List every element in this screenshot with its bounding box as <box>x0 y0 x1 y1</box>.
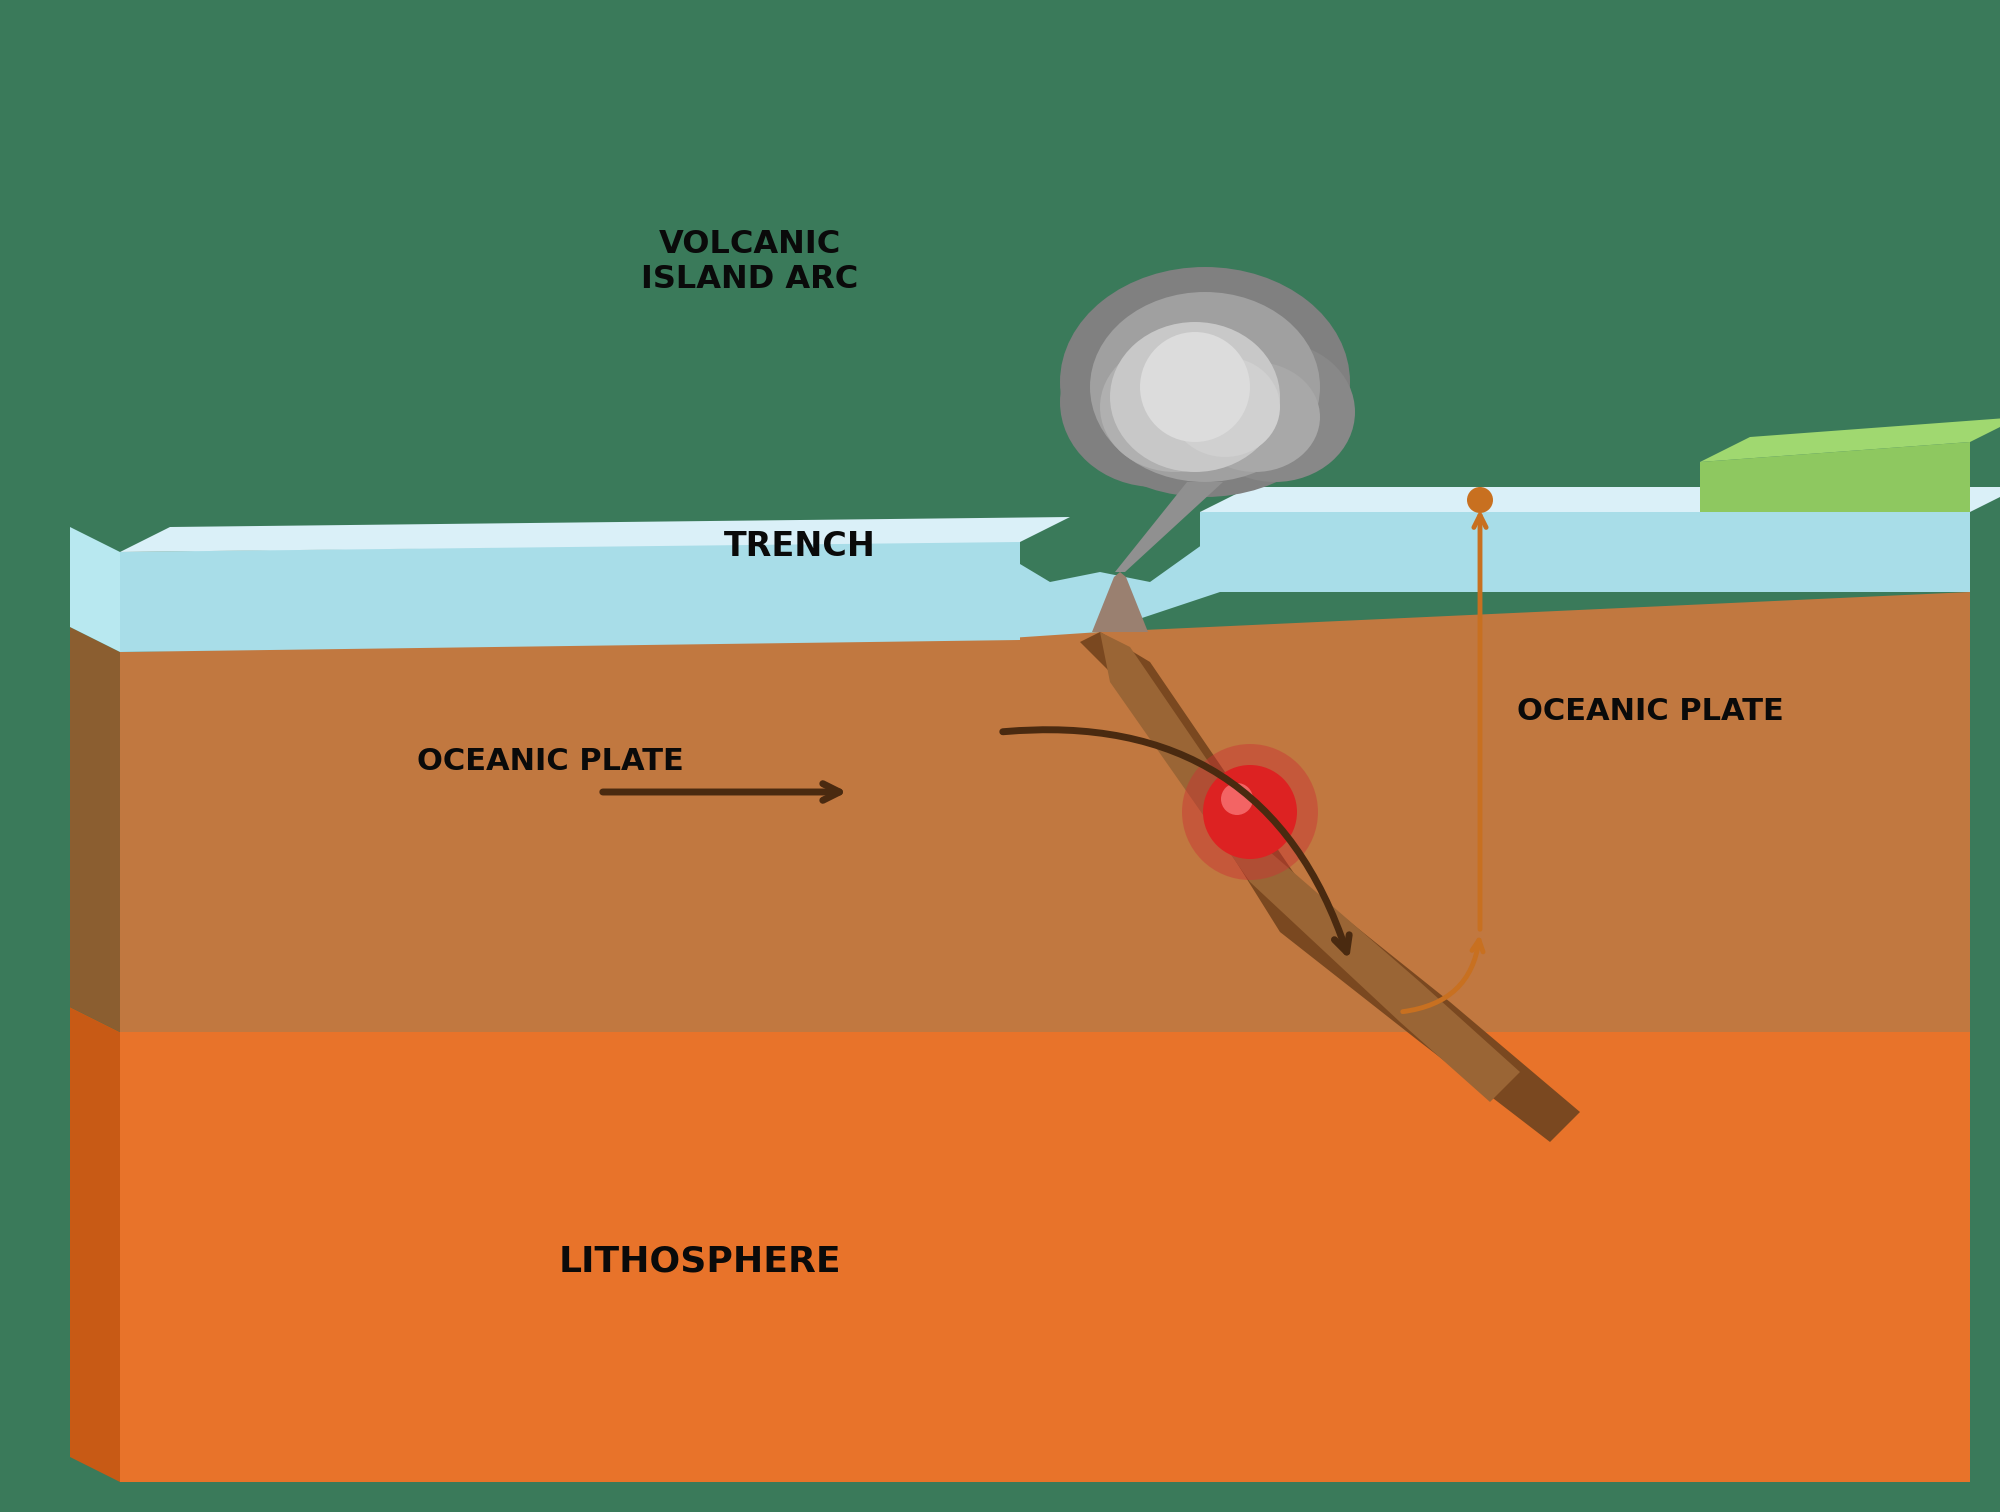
Circle shape <box>1220 783 1252 815</box>
Polygon shape <box>70 627 120 1033</box>
Polygon shape <box>1092 572 1148 632</box>
Ellipse shape <box>1170 357 1280 457</box>
Ellipse shape <box>1060 268 1350 497</box>
Polygon shape <box>120 1033 1970 1482</box>
Text: OCEANIC PLATE: OCEANIC PLATE <box>1516 697 1784 726</box>
Polygon shape <box>980 532 1220 640</box>
Polygon shape <box>1100 632 1520 1102</box>
Polygon shape <box>1200 513 1970 593</box>
Ellipse shape <box>1190 361 1320 472</box>
Ellipse shape <box>1110 322 1280 472</box>
FancyArrowPatch shape <box>1002 730 1350 953</box>
Ellipse shape <box>1194 342 1356 482</box>
Polygon shape <box>120 540 1020 652</box>
Polygon shape <box>1700 417 2000 463</box>
Polygon shape <box>1100 593 1970 1033</box>
Polygon shape <box>70 1007 120 1482</box>
Circle shape <box>1468 487 1492 513</box>
Text: TRENCH: TRENCH <box>724 531 876 564</box>
Polygon shape <box>1200 487 2000 513</box>
Ellipse shape <box>1100 342 1250 472</box>
Polygon shape <box>70 528 120 652</box>
Polygon shape <box>120 517 1070 552</box>
FancyArrowPatch shape <box>1402 940 1484 1012</box>
Polygon shape <box>120 632 1100 1033</box>
Text: OCEANIC PLATE: OCEANIC PLATE <box>416 747 684 777</box>
Circle shape <box>1182 744 1318 880</box>
Ellipse shape <box>1140 333 1250 442</box>
Polygon shape <box>1700 442 1970 513</box>
Polygon shape <box>1080 632 1580 1142</box>
Ellipse shape <box>1090 292 1320 482</box>
Ellipse shape <box>1060 318 1250 487</box>
Polygon shape <box>1114 482 1222 572</box>
Circle shape <box>1204 765 1296 859</box>
Text: VOLCANIC
ISLAND ARC: VOLCANIC ISLAND ARC <box>642 228 858 295</box>
Text: LITHOSPHERE: LITHOSPHERE <box>558 1244 842 1279</box>
